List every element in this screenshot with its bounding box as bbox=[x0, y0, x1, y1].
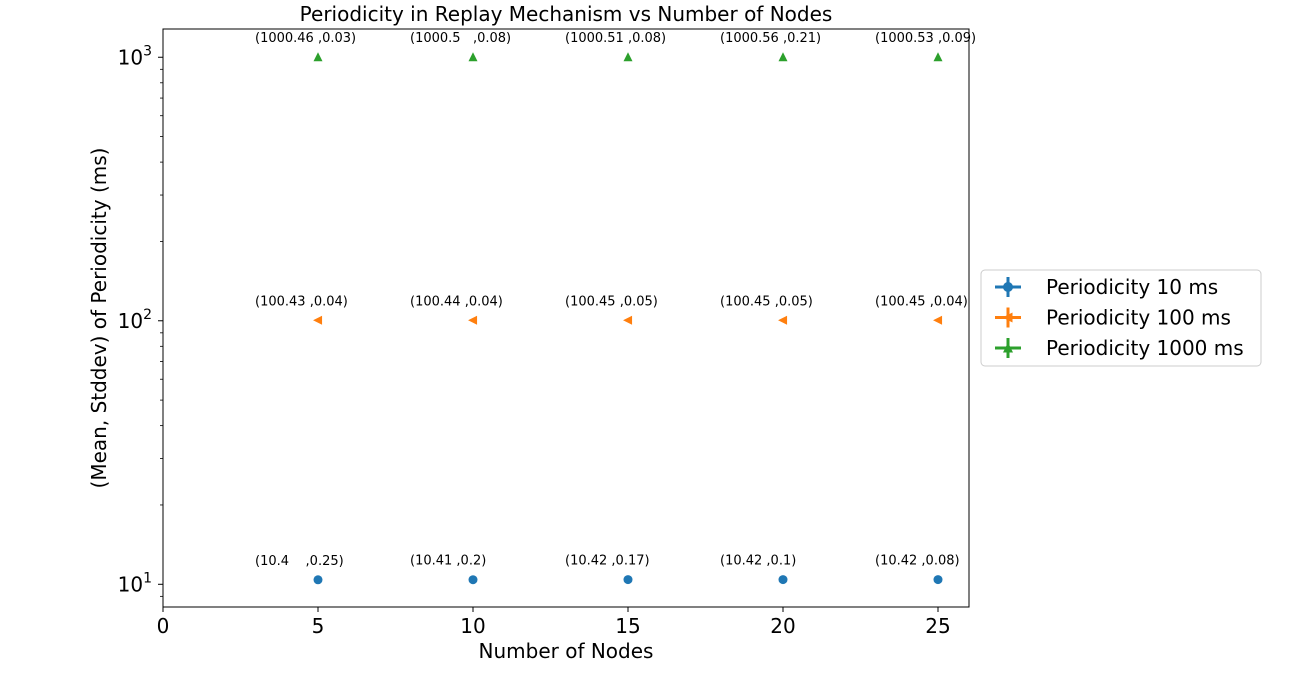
legend-item: Periodicity 1000 ms bbox=[995, 336, 1244, 360]
chart-title: Periodicity in Replay Mechanism vs Numbe… bbox=[300, 2, 833, 26]
data-label: (1000.5 ,0.08) bbox=[410, 31, 511, 46]
data-label: (1000.56 ,0.21) bbox=[720, 31, 821, 46]
data-point bbox=[468, 315, 478, 325]
data-label: (100.45 ,0.05) bbox=[720, 294, 813, 309]
data-label: (1000.51 ,0.08) bbox=[565, 31, 666, 46]
y-axis: 101 102 103 bbox=[118, 43, 163, 597]
legend-label: Periodicity 1000 ms bbox=[1046, 336, 1244, 360]
y-tick-label: 102 bbox=[118, 307, 152, 333]
data-label: (100.44 ,0.04) bbox=[410, 294, 503, 309]
data-marks: (10.4 ,0.25) (10.41 ,0.2) (10.42 ,0.17) (10… bbox=[255, 31, 976, 585]
data-label: (10.4 ,0.25) bbox=[255, 554, 344, 569]
x-tick-label: 25 bbox=[925, 614, 950, 638]
data-label: (100.45 ,0.05) bbox=[565, 294, 658, 309]
x-tick-label: 20 bbox=[770, 614, 795, 638]
legend-label: Periodicity 10 ms bbox=[1046, 275, 1218, 299]
data-point bbox=[313, 315, 323, 325]
plot-area bbox=[162, 28, 970, 608]
data-label: (100.43 ,0.04) bbox=[255, 294, 348, 309]
legend-item: Periodicity 100 ms bbox=[995, 306, 1231, 330]
legend: Periodicity 10 ms Periodicity 100 ms Perio… bbox=[980, 269, 1262, 367]
data-point bbox=[468, 52, 478, 62]
data-point bbox=[623, 315, 633, 325]
legend-marker bbox=[1002, 312, 1013, 323]
data-point bbox=[933, 575, 943, 585]
x-tick-label: 15 bbox=[615, 614, 640, 638]
data-point bbox=[313, 52, 323, 62]
data-point bbox=[778, 315, 788, 325]
data-point bbox=[623, 575, 633, 585]
x-tick-label: 0 bbox=[157, 614, 170, 638]
x-axis-label: Number of Nodes bbox=[479, 639, 654, 663]
data-label: (10.42 ,0.1) bbox=[720, 554, 796, 569]
data-point bbox=[933, 52, 943, 62]
y-axis-label: (Mean, Stddev) of Periodicity (ms) bbox=[87, 148, 111, 489]
legend-marker bbox=[1003, 282, 1013, 292]
legend-label: Periodicity 100 ms bbox=[1046, 306, 1231, 330]
data-label: (100.45 ,0.04) bbox=[875, 294, 968, 309]
data-label: (10.42 ,0.08) bbox=[875, 554, 960, 569]
legend-marker bbox=[1003, 342, 1013, 353]
data-point bbox=[933, 315, 943, 325]
y-tick-label: 101 bbox=[118, 570, 152, 596]
legend-item: Periodicity 10 ms bbox=[995, 275, 1218, 299]
data-point bbox=[778, 575, 788, 585]
data-point bbox=[623, 52, 633, 62]
data-label: (10.41 ,0.2) bbox=[410, 554, 486, 569]
x-axis: 0 5 10 15 20 25 bbox=[157, 607, 951, 638]
y-tick-label: 103 bbox=[118, 43, 152, 69]
data-point bbox=[313, 575, 323, 585]
data-point bbox=[468, 575, 478, 585]
data-point bbox=[778, 52, 788, 62]
data-label: (1000.53 ,0.09) bbox=[875, 31, 976, 46]
data-label: (10.42 ,0.17) bbox=[565, 554, 650, 569]
x-tick-label: 10 bbox=[460, 614, 485, 638]
x-tick-label: 5 bbox=[312, 614, 325, 638]
legend-box bbox=[980, 269, 1262, 367]
data-label: (1000.46 ,0.03) bbox=[255, 31, 356, 46]
